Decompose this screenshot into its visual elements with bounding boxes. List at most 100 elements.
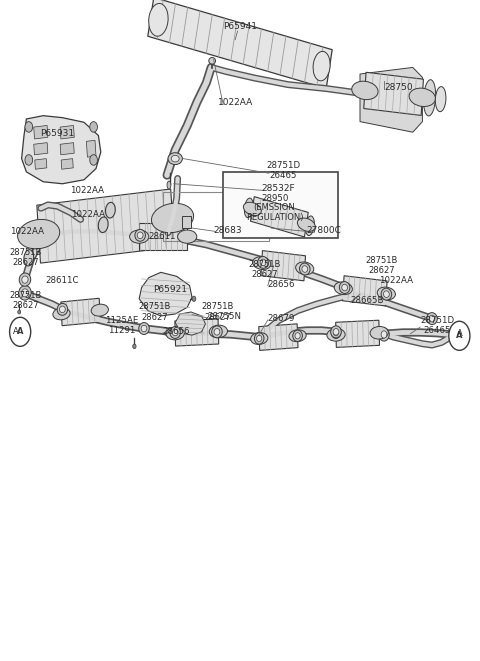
Text: 28665B: 28665B [350,296,384,305]
Bar [139,223,187,250]
Ellipse shape [19,286,31,300]
Bar [34,126,48,139]
Text: 28950: 28950 [261,194,288,203]
Text: 28751B
28627: 28751B 28627 [249,260,281,279]
Ellipse shape [25,155,33,165]
Ellipse shape [192,296,196,301]
Ellipse shape [331,326,341,338]
Ellipse shape [33,234,42,249]
Ellipse shape [132,344,136,349]
Polygon shape [360,67,422,132]
Ellipse shape [260,259,266,266]
Text: 28751B
28627: 28751B 28627 [138,303,170,321]
Bar [60,126,74,139]
Ellipse shape [22,289,28,297]
Text: A: A [12,327,18,336]
Ellipse shape [209,325,228,338]
Text: 28611: 28611 [149,232,176,241]
Bar [86,140,96,157]
Text: P65921: P65921 [154,285,187,294]
Ellipse shape [167,181,171,189]
Text: 28656: 28656 [268,280,295,289]
Ellipse shape [339,282,350,293]
Ellipse shape [289,330,306,342]
Ellipse shape [252,256,271,270]
Ellipse shape [135,229,145,241]
Text: 28679: 28679 [268,314,295,323]
Polygon shape [22,116,101,184]
Text: 28750: 28750 [384,83,413,92]
Ellipse shape [19,273,31,286]
Text: (EMSSION
REGULATION): (EMSSION REGULATION) [246,204,303,222]
Bar [336,320,380,348]
Ellipse shape [170,327,180,338]
Text: 28755N: 28755N [207,312,241,321]
Ellipse shape [166,327,184,340]
Text: 28751D
26465: 28751D 26465 [266,161,300,180]
Ellipse shape [178,230,197,243]
Ellipse shape [254,332,264,344]
Bar [61,159,73,169]
Bar [61,298,100,326]
Ellipse shape [381,288,392,300]
Text: 1022AA: 1022AA [70,186,104,195]
Ellipse shape [90,155,97,165]
Bar [148,0,332,89]
Ellipse shape [293,330,302,342]
Bar [364,72,423,116]
Ellipse shape [168,153,182,165]
Ellipse shape [137,232,143,239]
Ellipse shape [25,122,33,132]
Ellipse shape [370,327,388,339]
Text: 28751B
28627: 28751B 28627 [202,303,234,321]
Ellipse shape [327,329,345,341]
Ellipse shape [172,329,178,336]
Circle shape [449,321,470,350]
Ellipse shape [149,3,168,36]
Ellipse shape [141,325,147,332]
Polygon shape [139,272,192,316]
Ellipse shape [258,256,268,268]
Ellipse shape [379,328,389,341]
Ellipse shape [334,282,352,295]
Ellipse shape [342,284,348,291]
Ellipse shape [251,332,268,344]
Text: 28751B
28627: 28751B 28627 [366,256,398,275]
Ellipse shape [298,218,315,231]
Text: 28751B
28627: 28751B 28627 [10,292,42,310]
Text: A: A [456,329,462,338]
Bar [343,276,387,306]
Ellipse shape [22,276,28,284]
Text: 1125AE
11291: 1125AE 11291 [105,316,138,334]
Ellipse shape [313,52,330,81]
Text: 1022AA: 1022AA [10,227,44,236]
Ellipse shape [453,327,464,345]
Ellipse shape [333,329,339,335]
Bar [259,324,298,350]
Ellipse shape [57,303,68,315]
Text: 28751D
26465: 28751D 26465 [420,316,454,334]
Text: 1022AA: 1022AA [379,276,413,286]
Text: 1022AA: 1022AA [71,210,105,219]
Ellipse shape [295,332,300,339]
Ellipse shape [106,202,115,218]
Text: 1022AA: 1022AA [218,98,253,107]
Ellipse shape [377,287,396,300]
Ellipse shape [427,313,437,325]
Bar [261,251,305,281]
Polygon shape [175,312,205,335]
Ellipse shape [334,329,338,336]
Text: 28656: 28656 [162,327,190,336]
Ellipse shape [90,122,97,132]
Ellipse shape [352,81,378,100]
Text: 28751B
28627: 28751B 28627 [10,249,42,267]
Bar [60,143,74,155]
Ellipse shape [91,304,108,316]
Bar [175,319,219,346]
Bar [35,159,47,169]
Text: 28683: 28683 [214,225,242,235]
Bar [163,192,269,241]
Ellipse shape [456,330,461,341]
Ellipse shape [209,58,216,64]
Ellipse shape [152,204,193,233]
